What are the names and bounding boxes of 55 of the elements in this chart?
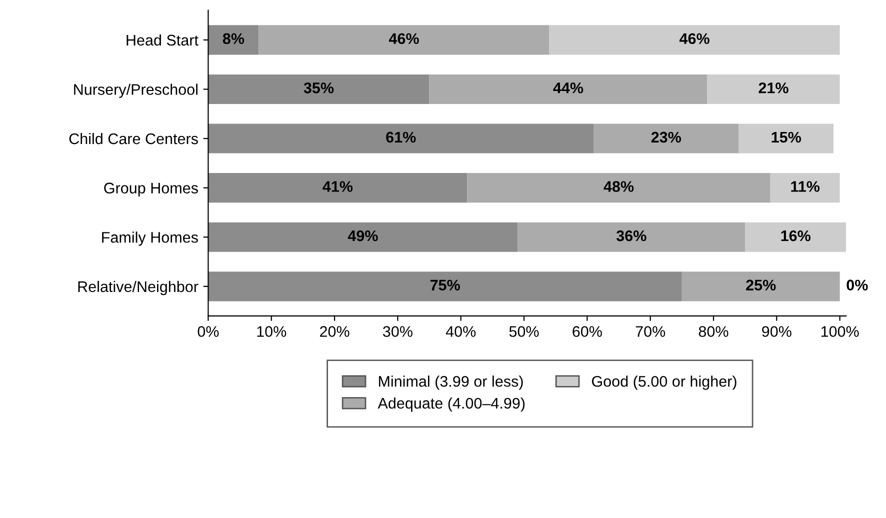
bar bbox=[467, 173, 770, 203]
legend-label: Minimal (3.99 or less) bbox=[378, 376, 523, 390]
data-label: 49% bbox=[348, 230, 378, 242]
data-label: 44% bbox=[553, 82, 584, 94]
data-label: 61% bbox=[386, 132, 416, 143]
bar bbox=[770, 173, 840, 203]
data-label: 36% bbox=[616, 230, 646, 242]
data-label: 75% bbox=[430, 280, 460, 291]
data-label: 21% bbox=[758, 82, 788, 94]
data-label: 11% bbox=[791, 181, 820, 192]
y-tick-label: Head Start bbox=[126, 34, 198, 46]
bar bbox=[208, 222, 518, 252]
x-tick-label: 100% bbox=[821, 326, 859, 337]
bar bbox=[738, 124, 834, 154]
data-label: 23% bbox=[651, 132, 682, 143]
x-tick-label: 10% bbox=[257, 326, 286, 337]
y-tick-label: Family Homes bbox=[102, 232, 198, 246]
y-tick-label: Nursery/Preschool bbox=[74, 84, 198, 98]
x-tick-label: 40% bbox=[446, 326, 476, 337]
x-tick-label: 90% bbox=[762, 326, 792, 337]
bar bbox=[549, 25, 840, 55]
legend-label: Adequate (4.00–4.99) bbox=[378, 397, 525, 412]
bar bbox=[593, 124, 739, 154]
bar bbox=[208, 124, 594, 154]
data-label: 16% bbox=[781, 230, 810, 242]
x-tick-label: 70% bbox=[636, 326, 666, 337]
bar bbox=[208, 25, 259, 55]
data-label: 25% bbox=[746, 280, 776, 291]
bar bbox=[208, 74, 430, 104]
data-label: 41% bbox=[322, 181, 353, 192]
y-tick-label: Group Homes bbox=[104, 182, 198, 197]
bar bbox=[745, 222, 846, 252]
data-label: 0% bbox=[846, 280, 868, 291]
y-tick-label: Child Care Centers bbox=[69, 132, 198, 144]
y-tick-label: Relative/Neighbor bbox=[78, 280, 198, 296]
legend-label: Good (5.00 or higher) bbox=[592, 376, 736, 390]
bar bbox=[707, 74, 840, 104]
data-label: 35% bbox=[304, 82, 334, 94]
data-label: 46% bbox=[388, 33, 419, 44]
bar bbox=[208, 173, 468, 203]
x-tick-label: 50% bbox=[509, 326, 539, 337]
x-tick-label: 20% bbox=[320, 326, 350, 337]
bar bbox=[518, 222, 746, 252]
data-label: 46% bbox=[679, 33, 710, 44]
data-label: 8% bbox=[222, 33, 244, 44]
data-label: 15% bbox=[772, 132, 802, 143]
bar bbox=[682, 272, 840, 302]
x-tick-label: 30% bbox=[382, 326, 412, 337]
x-tick-label: 60% bbox=[572, 326, 602, 337]
bar bbox=[208, 272, 682, 302]
data-label: 48% bbox=[604, 181, 634, 192]
x-tick-label: 80% bbox=[698, 326, 728, 337]
bar bbox=[258, 25, 550, 55]
x-tick-label: 0% bbox=[198, 326, 219, 337]
bar bbox=[429, 74, 708, 104]
